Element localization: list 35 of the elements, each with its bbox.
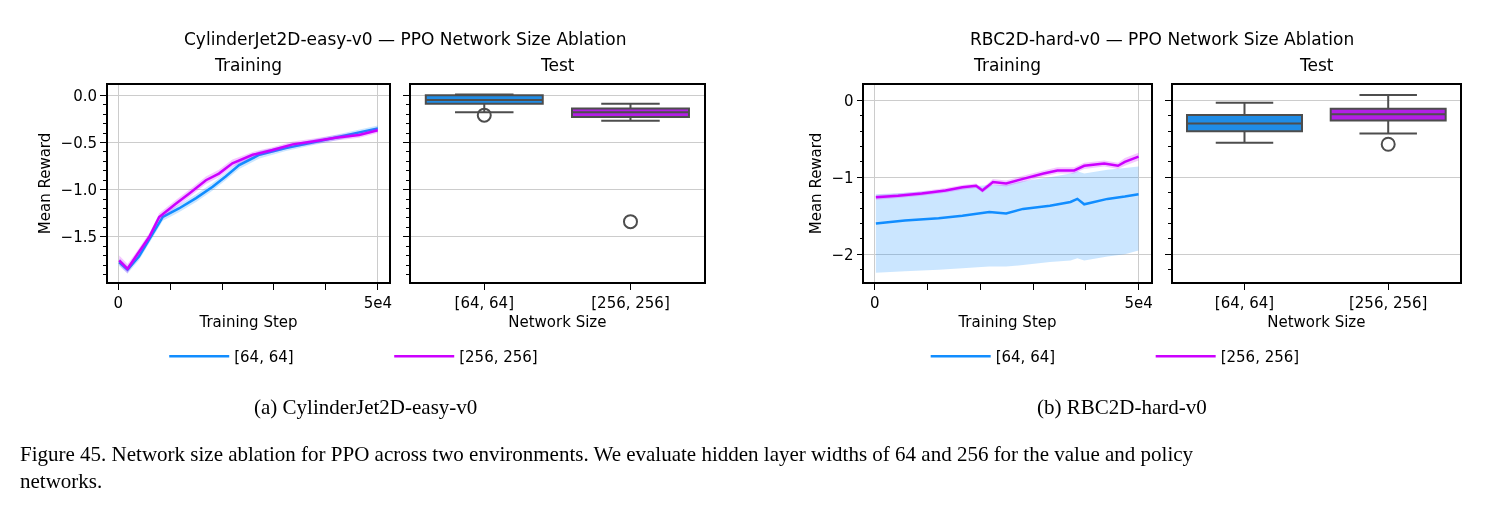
legend-label: [256, 256] bbox=[459, 348, 538, 367]
x-tick-label: [64, 64] bbox=[1214, 293, 1275, 312]
x-axis-title: Network Size bbox=[508, 313, 607, 332]
chart-title: Test bbox=[1299, 55, 1334, 75]
x-tick-label: 0 bbox=[870, 293, 880, 312]
text: CylinderJet2D-easy-v0 — PPO Network Size Ablation bbox=[184, 29, 627, 49]
line-series bbox=[874, 193, 1140, 225]
y-tick-label: −1.5 bbox=[60, 228, 98, 247]
x-axis-title: Network Size bbox=[1267, 313, 1366, 332]
chart-title: Training bbox=[214, 55, 283, 75]
x-tick-label: [64, 64] bbox=[454, 293, 514, 312]
caption: Figure 45. Network size ablation for PPO across two environments. We evaluate hidden layer widths of 64 and 256 for the value and policy networks. bbox=[20, 442, 1194, 494]
y-axis-title: Mean Reward bbox=[36, 132, 55, 235]
text: RBC2D-hard-v0 — PPO Network Size Ablation bbox=[970, 29, 1355, 49]
text: (b) RBC2D-hard-v0 bbox=[1037, 395, 1207, 419]
y-tick-label: −1 bbox=[831, 168, 854, 187]
x-tick-label: 5e4 bbox=[363, 293, 392, 312]
chart-title: Test bbox=[540, 55, 575, 75]
y-tick-label: −0.5 bbox=[60, 133, 98, 152]
y-tick-label: 0.0 bbox=[73, 86, 98, 105]
x-axis-title: Training Step bbox=[957, 313, 1057, 332]
x-tick-label: [256, 256] bbox=[1348, 293, 1428, 312]
x-tick-label: 0 bbox=[113, 293, 123, 312]
chart-title: Training bbox=[973, 55, 1042, 75]
y-tick-label: 0 bbox=[843, 91, 854, 110]
y-axis-title: Mean Reward bbox=[807, 132, 826, 235]
y-tick-label: −1.0 bbox=[60, 180, 98, 199]
legend-label: [256, 256] bbox=[1220, 348, 1300, 367]
legend-label: [64, 64] bbox=[234, 348, 294, 367]
x-tick-label: [256, 256] bbox=[591, 293, 670, 312]
text: (a) CylinderJet2D-easy-v0 bbox=[254, 395, 478, 419]
x-tick-label: 5e4 bbox=[1124, 293, 1153, 312]
legend-label: [64, 64] bbox=[995, 348, 1056, 367]
y-tick-label: −2 bbox=[831, 245, 854, 264]
x-axis-title: Training Step bbox=[198, 313, 298, 332]
